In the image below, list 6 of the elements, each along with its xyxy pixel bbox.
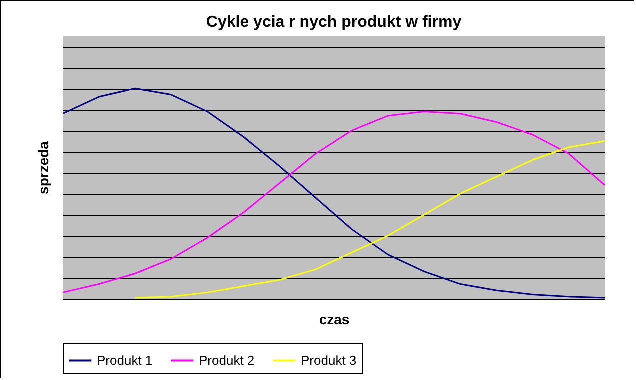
legend-label: Produkt 1: [97, 352, 153, 368]
y-axis-title: sprzeda: [36, 141, 52, 194]
legend-label: Produkt 2: [199, 352, 255, 368]
x-axis-title: czas: [319, 312, 350, 328]
legend-label: Produkt 3: [301, 352, 357, 368]
chart-title: Cykle ycia r nych produkt w firmy: [206, 14, 462, 31]
